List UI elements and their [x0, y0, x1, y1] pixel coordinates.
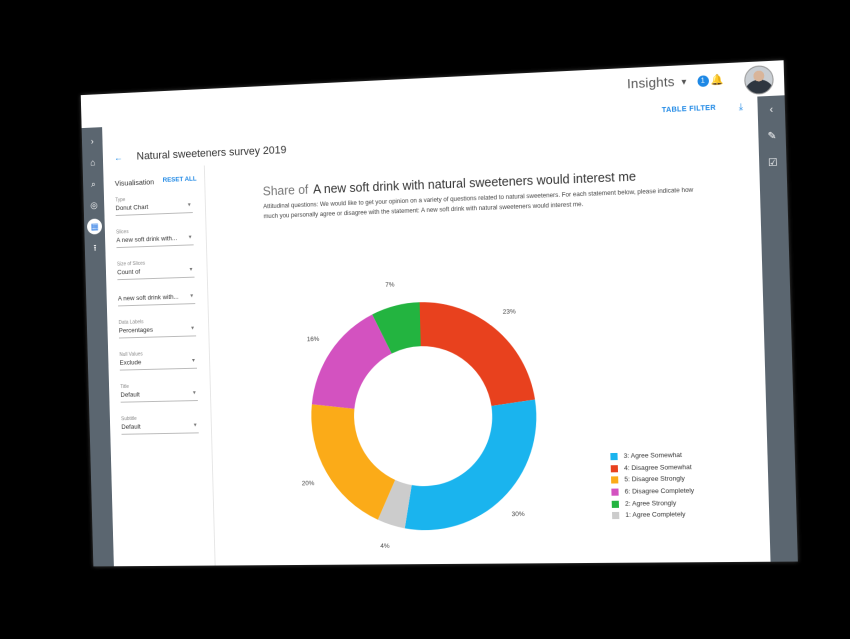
upload-icon[interactable]: ⭱	[87, 240, 104, 256]
search-icon[interactable]: ⌕	[85, 176, 102, 192]
legend-item[interactable]: 2: Agree Strongly	[612, 500, 695, 508]
legend-swatch	[612, 512, 619, 519]
type-select[interactable]: Type Donut Chart ▾	[115, 194, 193, 216]
caret-down-icon: ▼	[680, 77, 689, 87]
slice-data-label: 30%	[511, 511, 525, 518]
dropdown-arrow-icon: ▾	[188, 201, 191, 208]
dashboard-icon[interactable]: ▦	[87, 218, 102, 234]
legend-swatch	[612, 500, 619, 507]
chevron-right-icon[interactable]: ›	[84, 133, 101, 149]
dropdown-arrow-icon: ▾	[190, 292, 193, 299]
data-labels-select[interactable]: Data Labels Percentages ▾	[118, 318, 196, 339]
home-icon[interactable]: ⌂	[84, 154, 101, 170]
field-value: Percentages	[119, 327, 153, 335]
arrow-left-icon[interactable]: ←	[114, 152, 123, 162]
reset-all-button[interactable]: RESET ALL	[163, 176, 197, 184]
legend-swatch	[611, 477, 618, 484]
chevron-left-icon[interactable]: ‹	[762, 102, 781, 119]
legend-label: 3: Agree Somewhat	[624, 452, 682, 460]
page-title: Natural sweeteners survey 2019	[136, 144, 286, 162]
legend-label: 4: Disagree Somewhat	[624, 464, 692, 472]
app-switcher[interactable]: Insights ▼	[627, 73, 689, 91]
globe-icon[interactable]: ◎	[85, 197, 102, 213]
donut-slice[interactable]	[420, 299, 536, 408]
user-avatar[interactable]	[744, 65, 774, 95]
edit-icon[interactable]: ✎	[762, 128, 781, 145]
slices-select[interactable]: Slices A new soft drink with... ▾	[116, 227, 194, 248]
field-value: Default	[120, 392, 139, 399]
app-title: Insights	[627, 74, 675, 92]
legend-swatch	[610, 453, 617, 460]
table-filter-button[interactable]: TABLE FILTER	[662, 105, 716, 115]
field-value: A new soft drink with...	[116, 235, 177, 244]
legend-label: 5: Disagree Strongly	[624, 476, 685, 484]
legend-label: 2: Agree Strongly	[625, 500, 676, 508]
legend-item[interactable]: 6: Disagree Completely	[611, 488, 694, 496]
null-values-select[interactable]: Null Values Exclude ▾	[119, 350, 197, 371]
legend-item[interactable]: 1: Agree Completely	[612, 512, 695, 520]
dropdown-arrow-icon: ▾	[191, 325, 194, 332]
field-value: Default	[121, 424, 140, 431]
title-select[interactable]: Title Default ▾	[120, 382, 198, 402]
dropdown-arrow-icon: ▾	[189, 266, 192, 273]
slice-data-label: 4%	[380, 543, 390, 550]
slice-data-label: 23%	[503, 308, 517, 316]
legend-swatch	[611, 489, 618, 496]
checklist-icon[interactable]: ☑	[763, 155, 782, 172]
settings-heading: Visualisation	[115, 177, 155, 187]
app-window: Insights ▼ 1 🔔 › ⌂ ⌕ ◎ ▦ ⭱ TABLE FILTER ⤓…	[81, 60, 798, 566]
legend-item[interactable]: 5: Disagree Strongly	[611, 476, 694, 484]
download-icon[interactable]: ⤓	[739, 101, 743, 112]
notification-count-badge: 1	[697, 75, 709, 87]
slice-size-field-select[interactable]: A new soft drink with... ▾	[118, 291, 195, 306]
legend-label: 6: Disagree Completely	[625, 488, 695, 496]
field-value: Count of	[117, 269, 140, 277]
slice-data-label: 16%	[307, 336, 320, 343]
dropdown-arrow-icon: ▾	[189, 234, 192, 241]
bell-icon: 🔔	[710, 74, 723, 86]
subtitle-select[interactable]: Subtitle Default ▾	[121, 415, 199, 435]
dropdown-arrow-icon: ▾	[194, 422, 197, 429]
chart-legend: 3: Agree Somewhat 4: Disagree Somewhat 5: …	[610, 452, 695, 525]
field-value: A new soft drink with...	[118, 294, 179, 303]
legend-swatch	[611, 465, 618, 472]
legend-item[interactable]: 4: Disagree Somewhat	[611, 464, 694, 472]
slice-size-select[interactable]: Size of Slices Count of ▾	[117, 259, 195, 280]
legend-label: 1: Agree Completely	[625, 512, 685, 520]
dropdown-arrow-icon: ▾	[193, 389, 196, 396]
slice-data-label: 20%	[302, 480, 315, 487]
field-value: Exclude	[120, 359, 142, 366]
dropdown-arrow-icon: ▾	[192, 357, 195, 364]
slice-data-label: 7%	[385, 281, 395, 288]
field-value: Donut Chart	[115, 204, 148, 212]
legend-item[interactable]: 3: Agree Somewhat	[610, 452, 693, 460]
donut-slice[interactable]	[311, 402, 396, 520]
notifications[interactable]: 1 🔔	[697, 72, 724, 88]
visualisation-settings-panel: Visualisation RESET ALL Type Donut Chart…	[103, 165, 215, 566]
chart-area: Share of A new soft drink with natural sw…	[205, 142, 771, 566]
